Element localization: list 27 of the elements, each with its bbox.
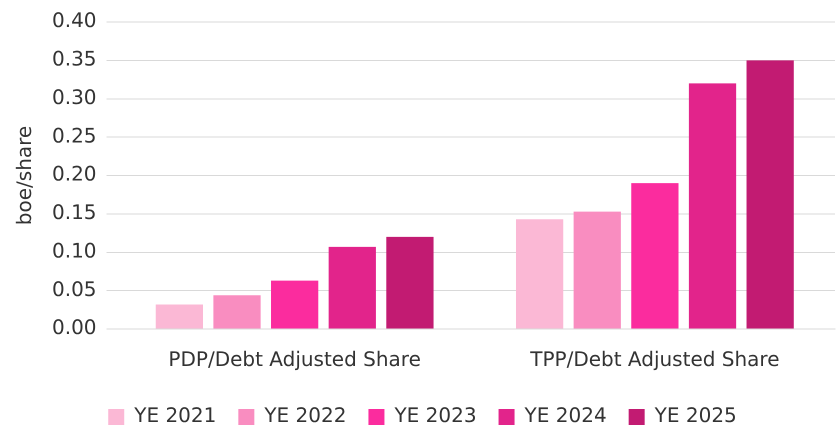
bar	[271, 280, 318, 328]
legend-label: YE 2021	[133, 403, 216, 428]
legend-label: YE 2022	[263, 403, 346, 428]
y-axis-title: boe/share	[12, 126, 36, 226]
bar	[688, 83, 736, 328]
bar	[386, 236, 434, 328]
y-tick-label: 0.05	[52, 276, 97, 301]
x-tick-label: TPP/Debt Adjusted Share	[529, 347, 780, 372]
y-tick-label: 0.40	[52, 8, 97, 32]
legend-label: YE 2024	[524, 403, 607, 428]
bar	[746, 60, 794, 328]
bar	[328, 246, 376, 328]
y-tick-label: 0.00	[52, 315, 97, 340]
y-tick-label: 0.10	[52, 238, 97, 262]
bar	[631, 183, 679, 328]
bar	[516, 219, 564, 328]
bar	[574, 212, 621, 328]
y-tick-label: 0.15	[52, 200, 97, 224]
legend-label: YE 2025	[654, 403, 737, 428]
y-tick-label: 0.25	[52, 123, 97, 148]
bar	[156, 304, 204, 328]
bar	[213, 295, 261, 328]
x-tick-label: PDP/Debt Adjusted Share	[168, 347, 421, 372]
y-tick-label: 0.20	[52, 162, 97, 186]
y-tick-label: 0.35	[52, 46, 97, 71]
y-tick-label: 0.30	[52, 84, 97, 109]
legend-label: YE 2023	[393, 403, 477, 428]
